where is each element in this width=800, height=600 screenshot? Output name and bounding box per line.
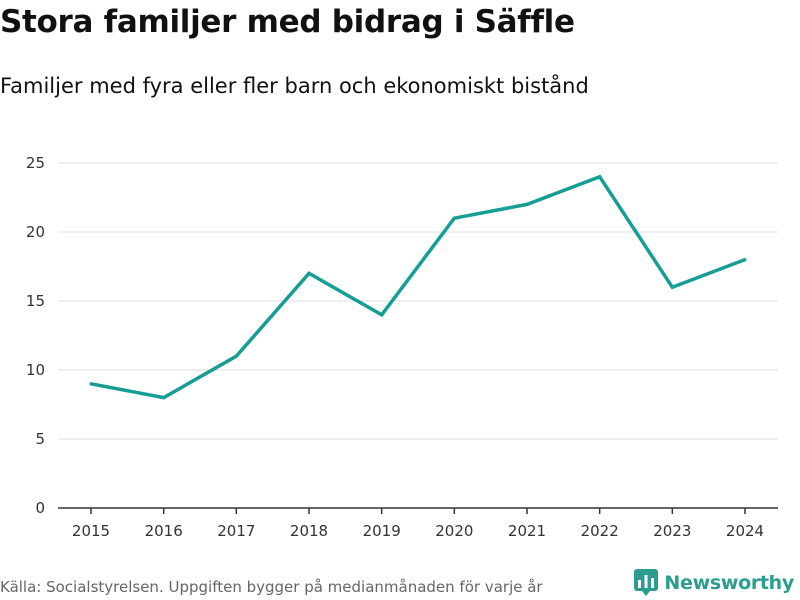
- data-point-2019: [380, 313, 384, 317]
- x-tick-label: 2021: [508, 522, 546, 540]
- x-axis-labels: 2015 2016 2017 2018 2019 2020 2021 2022 2023 2024: [72, 522, 764, 540]
- chart-title: Stora familjer med bidrag i Säffle: [0, 4, 575, 40]
- data-point-2015: [89, 382, 93, 386]
- chart-subtitle: Familjer med fyra eller fler barn och ek…: [0, 74, 589, 98]
- x-axis: [58, 507, 778, 514]
- source-note: Källa: Socialstyrelsen. Uppgiften bygger…: [0, 578, 543, 596]
- y-tick-label: 25: [26, 154, 45, 172]
- x-tick-label: 2020: [435, 522, 473, 540]
- x-tick-label: 2019: [363, 522, 401, 540]
- data-point-2022: [598, 175, 602, 179]
- y-tick-label: 20: [26, 223, 45, 241]
- x-tick-label: 2022: [581, 522, 619, 540]
- brand-name: Newsworthy: [664, 572, 794, 594]
- data-point-2017: [234, 354, 238, 358]
- y-tick-label: 5: [35, 430, 45, 448]
- data-point-2024: [743, 258, 747, 262]
- data-point-2021: [525, 202, 529, 206]
- data-point-2023: [670, 285, 674, 289]
- y-tick-label: 15: [26, 292, 45, 310]
- x-tick-label: 2023: [653, 522, 691, 540]
- x-tick-label: 2017: [217, 522, 255, 540]
- newsworthy-logo-icon: [634, 569, 659, 596]
- y-axis-labels: 0 5 10 15 20 25: [26, 154, 45, 517]
- gridlines: [58, 162, 778, 440]
- y-tick-label: 10: [26, 361, 45, 379]
- data-point-2020: [452, 216, 456, 220]
- x-tick-label: 2024: [726, 522, 764, 540]
- x-tick-label: 2018: [290, 522, 328, 540]
- series-layer: [89, 174, 747, 400]
- x-tick-label: 2015: [72, 522, 110, 540]
- data-point-2018: [307, 271, 311, 275]
- data-point-2016: [162, 396, 166, 400]
- series-line-0: [90, 174, 746, 400]
- brand[interactable]: Newsworthy: [634, 569, 794, 597]
- y-tick-label: 0: [35, 499, 45, 517]
- x-tick-label: 2016: [145, 522, 183, 540]
